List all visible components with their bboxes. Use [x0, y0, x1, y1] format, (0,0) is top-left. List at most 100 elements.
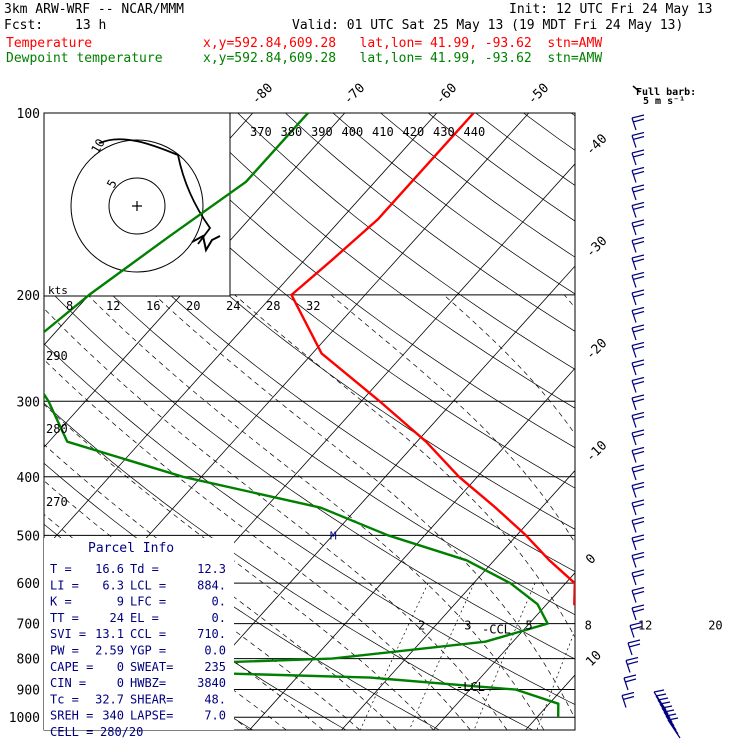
- wind-legend-units: 5 m s⁻¹: [643, 96, 685, 107]
- isotherm-line: [157, 265, 575, 730]
- hodograph-trace-end: [191, 234, 221, 253]
- theta-label: 410: [372, 125, 394, 139]
- parcel-info-key: SVI =: [50, 627, 86, 641]
- mixing-ratio-line: [668, 583, 717, 730]
- hodograph-speed-label: 32: [306, 299, 320, 313]
- theta-label: 400: [342, 125, 364, 139]
- pressure-tick-label: 500: [17, 529, 40, 544]
- parcel-info-key: T =: [50, 562, 72, 576]
- mixing-ratio-line: [473, 583, 536, 730]
- wind-barb: [631, 201, 645, 218]
- parcel-info-value: 3840: [197, 676, 226, 690]
- dry-adiabat-line: [570, 113, 575, 117]
- hodograph-trace: [99, 138, 212, 245]
- theta-label: 380: [281, 125, 303, 139]
- moist-adiabat-line: [44, 308, 508, 730]
- wind-barb: [629, 621, 643, 638]
- isotherm-line: [433, 572, 575, 730]
- hodograph-speed-label: 24: [226, 299, 240, 313]
- wind-barb: [631, 184, 645, 201]
- wind-barb: [631, 166, 645, 183]
- pressure-tick-label: 900: [17, 684, 40, 699]
- dry-adiabat-line: [523, 113, 575, 151]
- parcel-info-value: 0.: [212, 595, 226, 609]
- isotherm-label: 0: [583, 551, 599, 567]
- parcel-info-key: Td =: [130, 562, 159, 576]
- model-title: 3km ARW-WRF -- NCAR/MMM: [4, 2, 185, 17]
- parcel-info-key: LCL =: [130, 578, 166, 592]
- parcel-info-key: CAPE =: [50, 660, 93, 674]
- isotherm-line: [709, 113, 740, 730]
- valid-time: Valid: 01 UTC Sat 25 May 13 (19 MDT Fri …: [292, 18, 684, 33]
- hodograph-speed-label: 12: [106, 299, 120, 313]
- adiabat-label: 270: [46, 495, 68, 509]
- init-time: Init: 12 UTC Fri 24 May 13: [509, 2, 713, 17]
- wind-barb: [621, 691, 635, 708]
- moist-adiabat-line: [154, 294, 575, 720]
- moist-adiabat-line: [443, 294, 575, 435]
- parcel-info-value: 280/20: [100, 725, 143, 739]
- hodograph-speed-label: 16: [146, 299, 160, 313]
- isotherm-label: -20: [583, 336, 610, 363]
- parcel-info-value: 0: [117, 660, 124, 674]
- parcel-info-panel: Parcel Info T = 16.6 Td = 12.3 LI = 6.3 LCL = 88…: [44, 538, 234, 739]
- wind-barb: [631, 481, 645, 498]
- pressure-tick-label: 100: [17, 107, 40, 122]
- pressure-tick-label: 1000: [9, 711, 40, 726]
- mixing-ratio-label: 2: [418, 619, 425, 633]
- parcel-info-value: 7.0: [204, 709, 226, 723]
- isotherm-label: -60: [433, 81, 460, 108]
- theta-label: 370: [250, 125, 272, 139]
- wind-barb: [631, 341, 645, 358]
- parcel-info-value: 16.6: [95, 562, 124, 576]
- pressure-tick-label: 600: [17, 577, 40, 592]
- isotherm-line: [44, 113, 438, 551]
- adiabat-label: 280: [46, 422, 68, 436]
- wind-barb: [631, 306, 645, 323]
- pressure-tick-label: 200: [17, 289, 40, 304]
- wind-barb: [667, 717, 681, 739]
- dry-adiabat-line: [94, 113, 575, 489]
- parcel-info-value: 884.: [197, 578, 226, 592]
- temperature-legend-label: Temperature: [6, 36, 93, 51]
- isotherm-label: -80: [249, 81, 276, 108]
- parcel-info-key: Tc =: [50, 692, 79, 706]
- dewpoint-legend-label: Dewpoint temperature: [6, 51, 163, 66]
- parcel-info-key: SHEAR=: [130, 692, 173, 706]
- isotherm-label: -50: [525, 81, 552, 108]
- parcel-info-key: LAPSE=: [130, 709, 173, 723]
- wind-barb: [627, 639, 641, 656]
- dewpoint-location-info: x,y=592.84,609.28 lat,lon= 41.99, -93.62…: [203, 51, 603, 66]
- parcel-info-key: LFC =: [130, 595, 166, 609]
- isotherm-label: -10: [583, 438, 610, 465]
- parcel-info-key: CIN =: [50, 676, 86, 690]
- dry-adiabat-line: [47, 113, 575, 530]
- theta-label: 430: [433, 125, 455, 139]
- temperature-profile-line: [290, 113, 575, 607]
- parcel-info-key: LI =: [50, 578, 79, 592]
- dry-adiabat-line: [189, 113, 575, 409]
- isotherm-label: -40: [583, 131, 610, 158]
- wind-barb: [631, 236, 645, 253]
- theta-label: 420: [403, 125, 425, 139]
- parcel-info-key: HWBZ=: [130, 676, 166, 690]
- mixing-ratio-label: 8: [585, 619, 592, 633]
- dry-adiabat-line: [44, 343, 575, 705]
- parcel-info-value: 2.59: [95, 644, 124, 658]
- parcel-info-key: K =: [50, 595, 72, 609]
- wind-barbs-column: Full barb:5 m s⁻¹: [621, 85, 696, 739]
- forecast-hour: 13 h: [75, 18, 107, 33]
- dewpoint-profile-line: [44, 113, 560, 718]
- parcel-info-value: 12.3: [197, 562, 226, 576]
- parcel-info-value: 32.7: [95, 692, 124, 706]
- ccl-marker-label: -CCL: [482, 622, 511, 636]
- parcel-info-value: 9: [117, 595, 124, 609]
- wind-barb: [631, 219, 645, 236]
- isotherm-line: [617, 113, 740, 730]
- wind-barb: [631, 551, 645, 568]
- dry-adiabat-line: [44, 284, 575, 660]
- wind-barb: [631, 464, 645, 481]
- wind-barb: [631, 254, 645, 271]
- dry-adiabat-line: [44, 402, 533, 730]
